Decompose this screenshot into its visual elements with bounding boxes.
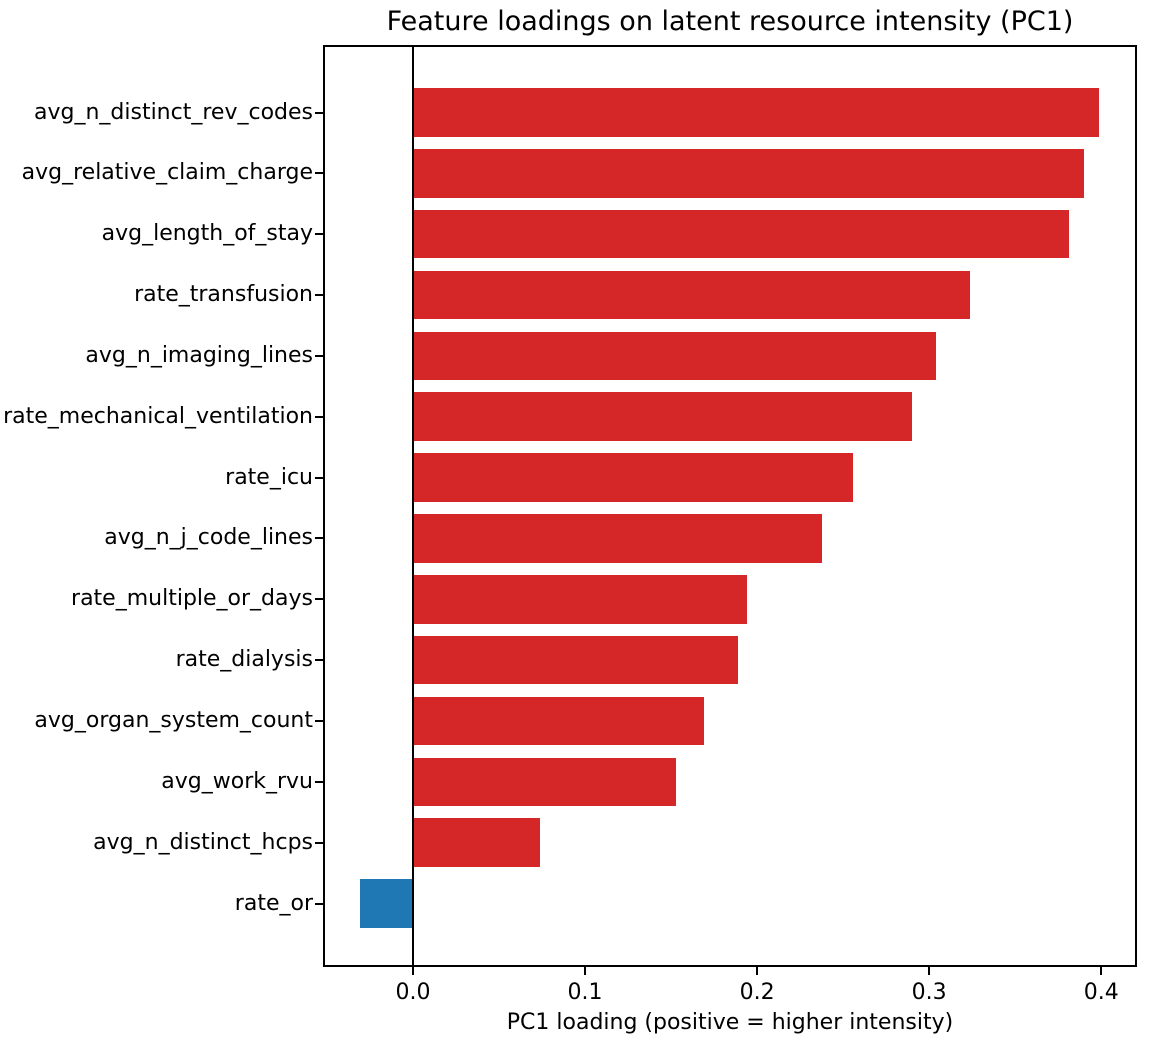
bar — [359, 879, 413, 928]
y-tick-label: avg_work_rvu — [161, 768, 313, 794]
bar — [412, 270, 971, 320]
y-tick-mark — [315, 354, 323, 357]
bar — [412, 696, 704, 746]
y-tick-label: avg_length_of_stay — [101, 221, 313, 247]
x-tick-label: 0.0 — [395, 980, 431, 1005]
y-tick-label: avg_organ_system_count — [34, 708, 313, 733]
y-tick-label: rate_dialysis — [175, 647, 313, 673]
bar — [412, 209, 1069, 259]
x-tick-mark — [1100, 967, 1103, 975]
bar — [412, 757, 677, 807]
y-tick-mark — [315, 598, 323, 601]
bar — [412, 514, 823, 563]
y-tick-label: rate_or — [234, 890, 313, 916]
y-tick-mark — [315, 720, 323, 722]
y-tick-mark — [315, 659, 323, 662]
y-tick-mark — [315, 902, 323, 905]
bar — [412, 331, 937, 381]
x-tick-mark — [584, 967, 587, 975]
zero-line — [411, 45, 414, 967]
y-tick-mark — [315, 111, 323, 114]
y-tick-mark — [315, 172, 323, 175]
bar — [412, 575, 747, 624]
y-tick-label: avg_n_j_code_lines — [104, 525, 313, 551]
plot-area — [323, 45, 1137, 967]
bar — [412, 88, 1100, 137]
y-tick-mark — [315, 537, 323, 540]
x-tick-label: 0.1 — [567, 980, 603, 1005]
y-tick-mark — [315, 294, 323, 297]
y-tick-label: avg_relative_claim_charge — [21, 160, 313, 186]
y-tick-label: avg_n_imaging_lines — [85, 342, 313, 368]
x-tick-label: 0.3 — [911, 980, 947, 1005]
x-axis-label: PC1 loading (positive = higher intensity… — [506, 1010, 954, 1035]
x-tick-label: 0.4 — [1083, 980, 1119, 1005]
chart-title: Feature loadings on latent resource inte… — [386, 6, 1074, 37]
bar — [412, 818, 541, 867]
y-tick-mark — [315, 780, 323, 783]
y-tick-label: avg_n_distinct_hcps — [93, 829, 313, 855]
bar — [412, 453, 854, 502]
x-tick-mark — [411, 967, 414, 975]
y-tick-mark — [315, 415, 323, 418]
y-tick-mark — [315, 841, 323, 844]
y-tick-label: rate_multiple_or_days — [71, 586, 313, 612]
y-tick-mark — [315, 233, 323, 236]
y-tick-mark — [315, 476, 323, 479]
y-tick-label: rate_mechanical_ventilation — [3, 403, 313, 429]
y-tick-label: rate_transfusion — [134, 282, 313, 308]
y-tick-label: avg_n_distinct_rev_codes — [34, 99, 313, 125]
bar — [412, 149, 1084, 198]
bar — [412, 392, 912, 442]
bar — [412, 635, 739, 685]
x-tick-mark — [928, 967, 931, 975]
x-tick-mark — [756, 967, 759, 975]
x-tick-label: 0.2 — [739, 980, 775, 1005]
y-tick-label: rate_icu — [225, 464, 313, 490]
